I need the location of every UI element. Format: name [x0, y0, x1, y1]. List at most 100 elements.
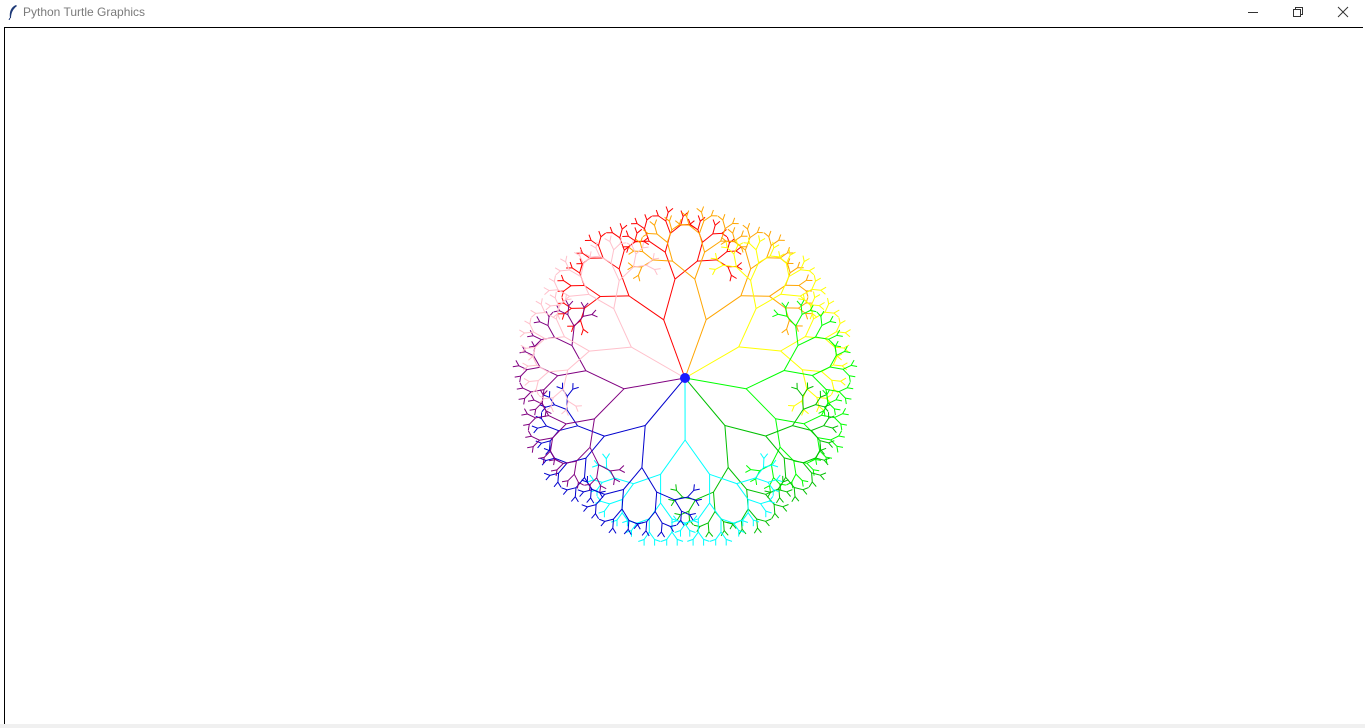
branch-segment	[760, 500, 770, 505]
branch-segment	[709, 538, 716, 542]
branch-segment	[654, 268, 661, 270]
branch-segment	[589, 418, 595, 448]
branch-segment	[802, 489, 808, 495]
branch-segment	[710, 209, 714, 216]
branch-segment	[668, 215, 672, 222]
branch-segment	[576, 482, 579, 489]
branch-segment	[535, 415, 549, 419]
branch-segment	[722, 219, 726, 229]
branch-segment	[561, 409, 567, 415]
branch-segment	[535, 312, 545, 314]
branch-segment	[527, 364, 537, 367]
branch-segment	[838, 387, 848, 393]
branch-segment	[786, 247, 790, 254]
branch-segment	[598, 230, 602, 237]
branch-segment	[656, 491, 675, 501]
branch-segment	[684, 346, 739, 379]
branch-segment	[798, 302, 807, 309]
branch-segment	[556, 386, 563, 390]
branch-segment	[635, 238, 641, 244]
close-button[interactable]	[1320, 0, 1365, 24]
branch-segment	[515, 360, 520, 367]
branch-segment	[830, 341, 836, 347]
restore-button[interactable]	[1275, 0, 1320, 24]
branch-segment	[558, 425, 578, 432]
branch-segment	[527, 424, 530, 431]
branch-segment	[687, 490, 695, 498]
branch-segment	[755, 478, 758, 485]
branch-segment	[598, 464, 611, 472]
branch-segment	[788, 249, 791, 256]
branch-segment	[779, 483, 786, 486]
title-bar[interactable]: Python Turtle Graphics	[0, 0, 1365, 24]
branch-segment	[740, 508, 749, 521]
branch-segment	[791, 496, 796, 502]
branch-segment	[623, 528, 629, 535]
branch-segment	[824, 404, 831, 408]
branch-segment	[595, 494, 606, 505]
branch-segment	[816, 311, 822, 317]
branch-segment	[585, 435, 605, 459]
branch-segment	[661, 522, 671, 527]
branch-segment	[695, 491, 714, 501]
branch-segment	[785, 307, 788, 317]
branch-segment	[733, 245, 739, 255]
branch-segment	[535, 389, 539, 396]
branch-segment	[535, 402, 543, 410]
branch-segment	[715, 264, 724, 270]
branch-segment	[557, 304, 560, 314]
branch-segment	[648, 531, 656, 540]
branch-segment	[523, 398, 526, 405]
branch-segment	[550, 469, 558, 472]
branch-segment	[595, 247, 601, 257]
branch-segment	[684, 377, 747, 390]
branch-segment	[722, 214, 726, 221]
branch-segment	[696, 208, 702, 213]
branch-segment	[773, 489, 780, 493]
branch-segment	[523, 377, 530, 382]
branch-segment	[780, 293, 801, 297]
branch-segment	[815, 457, 825, 461]
branch-segment	[689, 513, 696, 516]
branch-segment	[835, 323, 841, 333]
branch-segment	[600, 500, 610, 505]
branch-segment	[701, 206, 705, 213]
branch-segment	[726, 240, 736, 243]
branch-segment	[527, 413, 536, 419]
branch-segment	[832, 425, 839, 429]
branch-segment	[742, 224, 748, 230]
branch-segment	[828, 440, 835, 444]
branch-segment	[802, 457, 816, 464]
branch-segment	[530, 309, 537, 314]
branch-segment	[779, 252, 788, 259]
branch-segment	[532, 356, 536, 363]
branch-segment	[637, 266, 643, 276]
branch-segment	[639, 237, 643, 244]
branch-segment	[819, 450, 827, 458]
branch-segment	[698, 220, 705, 234]
branch-segment	[743, 242, 750, 244]
branch-segment	[550, 406, 554, 413]
branch-segment	[833, 364, 843, 367]
branch-segment	[519, 382, 524, 389]
branch-segment	[589, 474, 594, 481]
branch-segment	[727, 228, 734, 234]
branch-segment	[684, 319, 707, 379]
branch-segment	[671, 531, 678, 540]
branch-segment	[820, 447, 827, 451]
branch-segment	[747, 508, 758, 520]
branch-segment	[599, 485, 602, 492]
branch-segment	[769, 500, 776, 504]
branch-segment	[802, 462, 812, 474]
branch-segment	[568, 300, 574, 307]
minimize-button[interactable]	[1230, 0, 1275, 24]
branch-segment	[836, 331, 846, 334]
branch-segment	[550, 397, 554, 407]
branch-segment	[777, 481, 784, 490]
turtle-canvas-area[interactable]	[4, 27, 1363, 725]
branch-segment	[797, 336, 816, 346]
branch-segment	[518, 397, 525, 400]
branch-segment	[552, 388, 564, 399]
branch-segment	[595, 241, 598, 249]
branch-segment	[774, 513, 780, 519]
